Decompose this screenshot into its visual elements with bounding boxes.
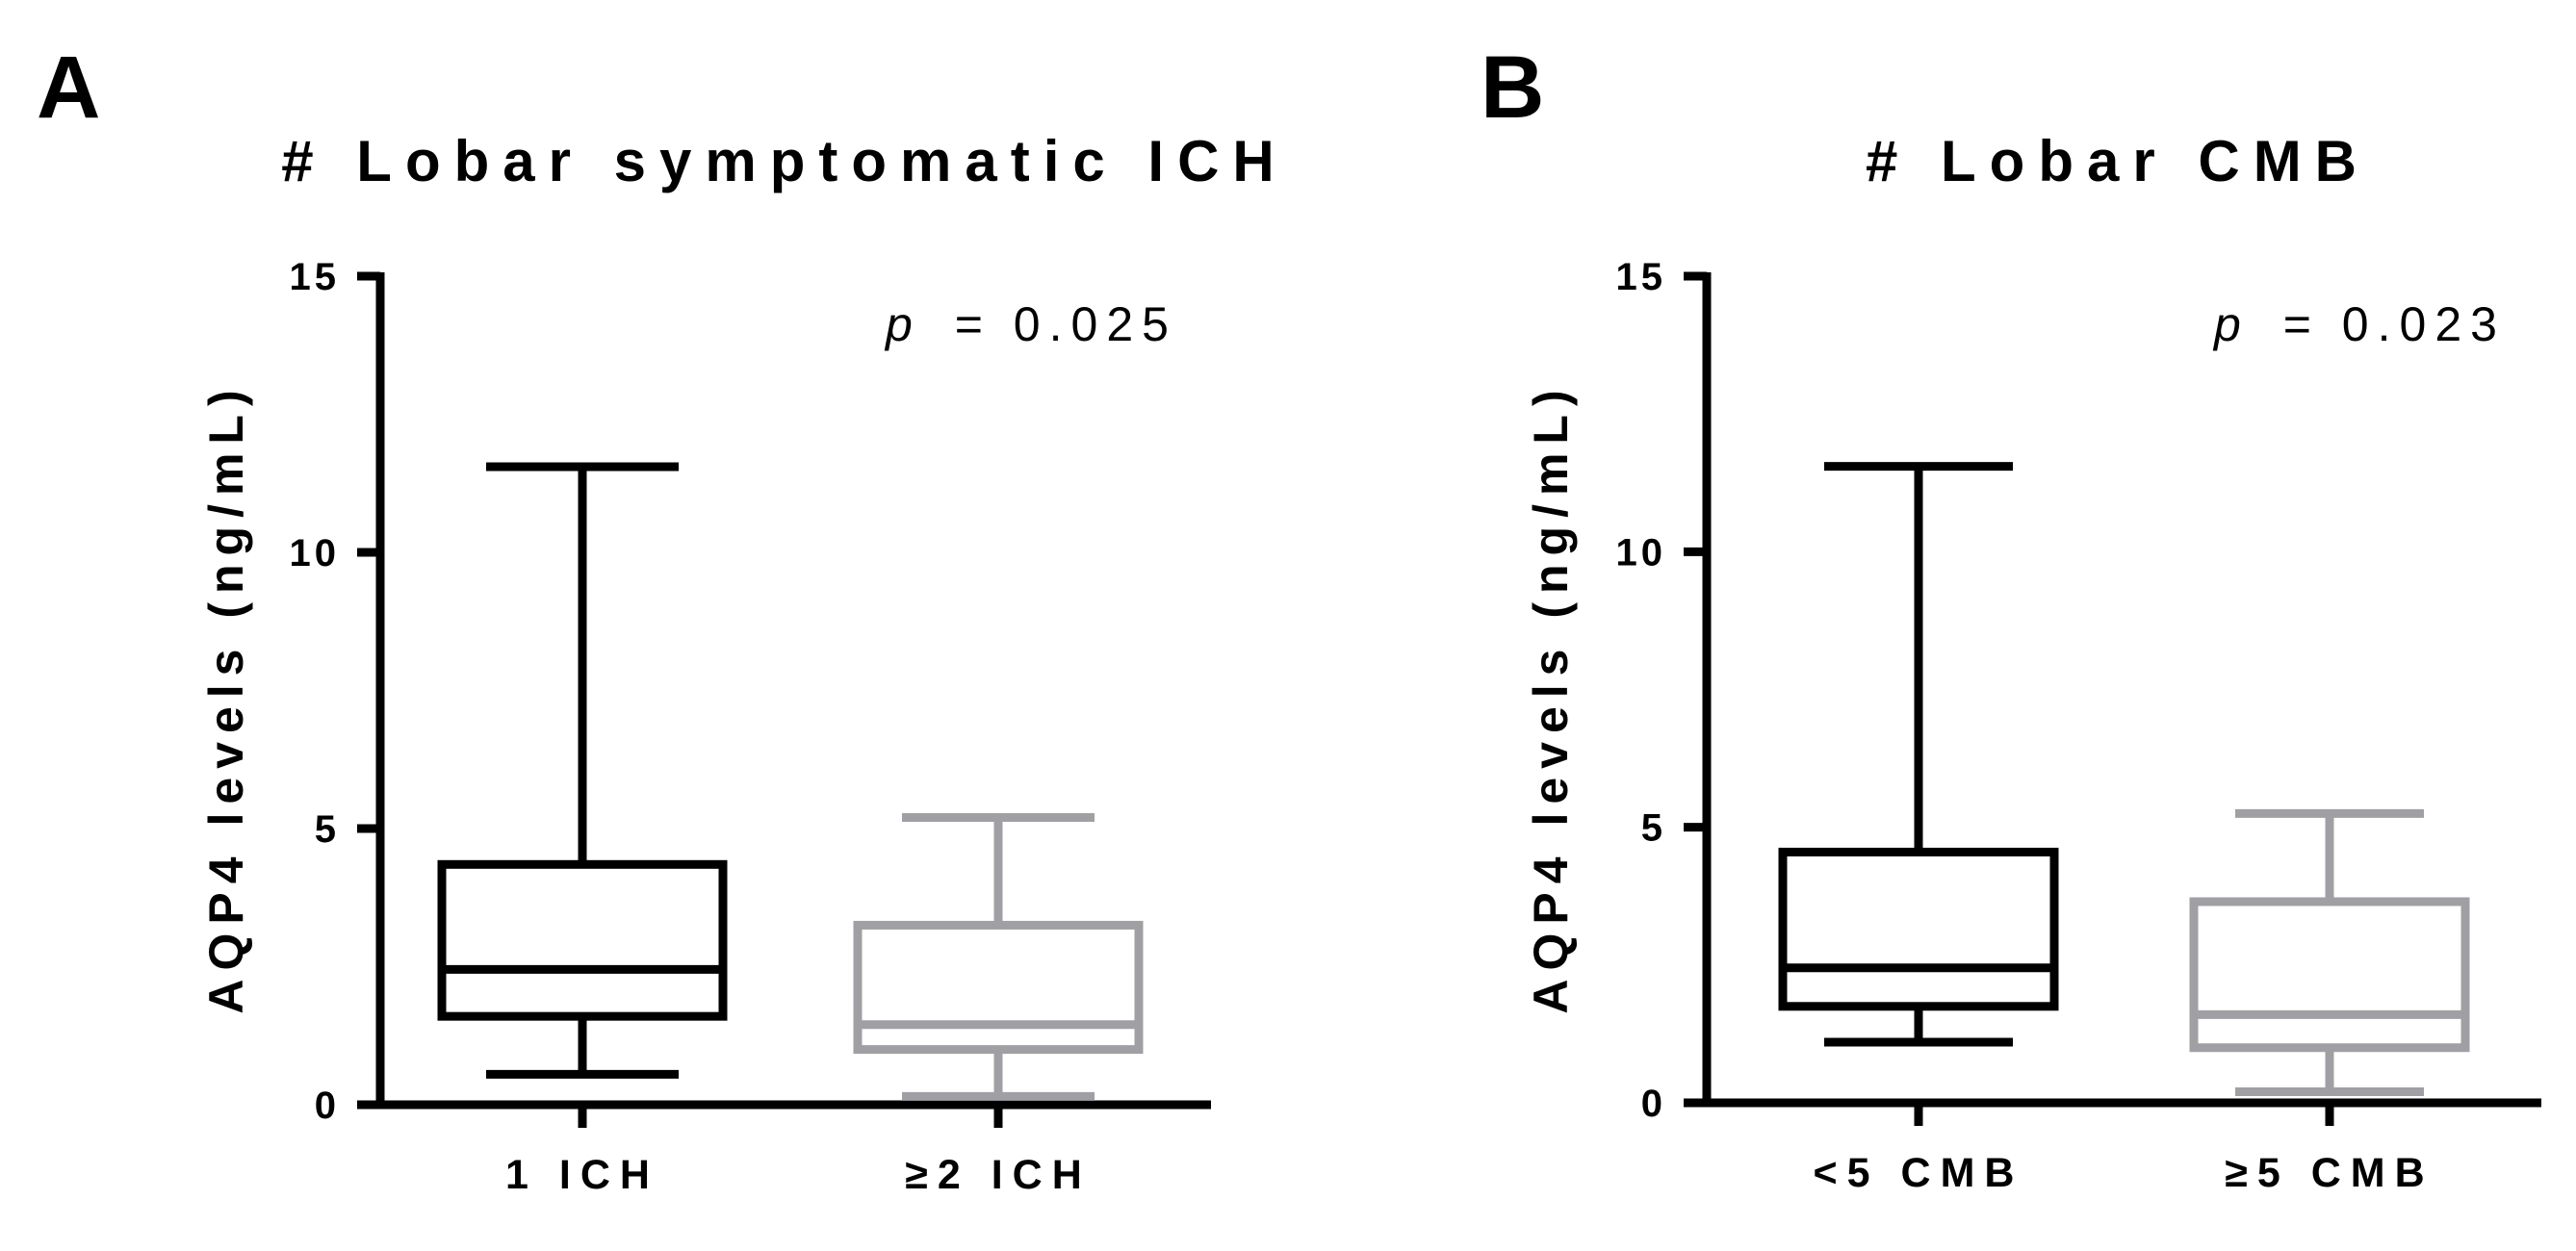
panel-a: A # Lobar symptomatic ICH AQP4 levels (n… [37,38,1288,1198]
panel-a-box-1-iqr [853,920,1144,1055]
panel-a-y-tick-label-0: 0 [315,1085,340,1127]
panel-a-category-label-0: 1 ICH [505,1152,659,1198]
panel-b-box-1-iqr [2189,897,2470,1053]
panel-a-p-value-text: = 0.025 [955,297,1177,351]
panel-a-p-value: p = 0.025 [884,297,1177,351]
panel-b-y-tick-label-1: 5 [1641,807,1666,850]
panel-b-category-label-1: ≥5 CMB [2225,1150,2434,1196]
panel-b-box-0 [1778,462,2059,1047]
panel-a-box-0 [437,462,728,1079]
panel-a-letter: A [37,38,100,137]
panel-b-y-tick-label-3: 15 [1616,256,1667,298]
panel-b-p-value-text: = 0.023 [2283,297,2506,351]
panel-a-y-axis-title: AQP4 levels (ng/mL) [199,381,253,1013]
panel-b-y-tick-label-0: 0 [1641,1083,1666,1125]
panel-a-category-label-1: ≥2 ICH [905,1152,1092,1198]
panel-a-y-tick-label-2: 10 [290,532,341,574]
panel-a-box-1 [853,813,1144,1101]
panel-b-category-label-0: <5 CMB [1814,1150,2024,1196]
panel-a-y-tick-label-1: 5 [315,808,340,851]
panel-a-p-symbol: p [884,297,921,351]
panel-b-p-value: p = 0.023 [2212,297,2506,351]
panel-b-title: # Lobar CMB [1866,129,2370,193]
panel-b-y-axis-title: AQP4 levels (ng/mL) [1524,381,1578,1013]
panel-b-box-1 [2189,808,2470,1097]
panel-b-box-0-iqr [1778,847,2059,1011]
panel-b-plot: 0 5 10 15 <5 CMB ≥5 CMB [1616,256,2541,1196]
panel-b-letter: B [1481,38,1544,137]
panel-a-box-0-iqr [437,859,728,1021]
panel-b: B # Lobar CMB AQP4 levels (ng/mL) p = 0.… [1481,38,2541,1196]
panel-a-title: # Lobar symptomatic ICH [281,129,1288,193]
panel-b-p-symbol: p [2212,297,2250,351]
panel-a-y-tick-label-3: 15 [290,256,341,298]
panel-a-plot: 0 5 10 15 1 ICH ≥2 ICH [290,256,1211,1198]
panel-b-y-tick-label-2: 10 [1616,531,1667,574]
